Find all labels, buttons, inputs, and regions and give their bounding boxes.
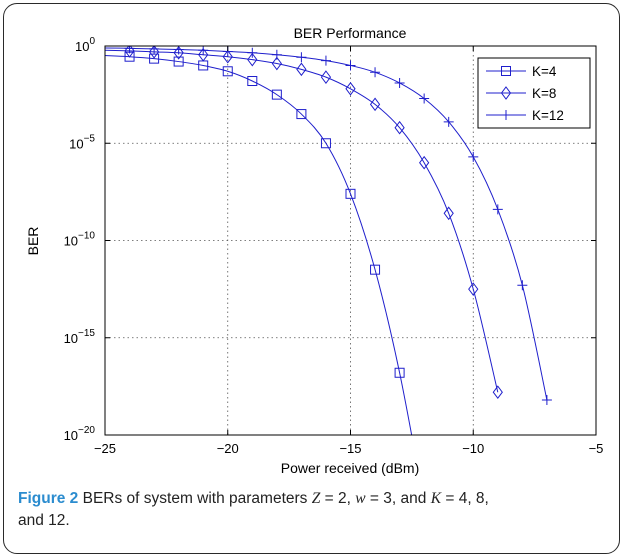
figure-caption: Figure 2 BERs of system with parameters … [18, 488, 613, 532]
data-point [320, 70, 332, 84]
data-point [296, 109, 307, 120]
data-point [369, 97, 381, 112]
data-point [443, 116, 454, 127]
data-point [370, 264, 381, 275]
data-point [296, 62, 307, 77]
data-point [517, 280, 528, 291]
data-point [394, 120, 405, 135]
y-axis-label: BER [25, 227, 41, 256]
data-point [247, 76, 258, 87]
series-k-4 [105, 51, 413, 435]
data-point [443, 206, 454, 221]
data-point [320, 55, 331, 66]
caption-text-2: and 12. [18, 512, 70, 529]
data-point [149, 46, 160, 54]
data-point [173, 56, 184, 67]
y-tick-label: 10−5 [69, 133, 95, 151]
x-tick-label: −15 [339, 441, 361, 456]
data-point [492, 385, 503, 400]
data-point [345, 188, 356, 199]
caption-eq-w: = 3, and [365, 490, 431, 507]
legend-marker [501, 110, 511, 120]
x-tick-label: −20 [217, 441, 239, 456]
data-point [541, 394, 552, 405]
y-tick-label: 100 [75, 36, 95, 54]
data-point [419, 155, 430, 170]
legend-marker [500, 86, 512, 100]
data-point [296, 52, 307, 63]
caption-var-w: w [355, 490, 366, 507]
x-ticks: −25 −20 −15 −10 −5 [94, 46, 603, 456]
data-point [345, 60, 356, 71]
grid-lines [105, 46, 596, 435]
caption-var-k: K [430, 490, 442, 507]
data-point [419, 93, 430, 104]
data-point [173, 46, 184, 60]
series-k-12 [105, 46, 552, 405]
caption-var-z: Z [311, 490, 321, 507]
data-point [468, 151, 479, 162]
ber-chart: −25 −20 −15 −10 −5 100 10−5 10−10 10−15 10−20 BE… [25, 25, 603, 476]
data-point [149, 53, 160, 64]
data-point [198, 46, 209, 56]
data-point [124, 46, 135, 54]
series-line [105, 49, 499, 393]
data-point [247, 47, 258, 58]
data-point [247, 52, 258, 67]
x-tick-label: −5 [589, 441, 604, 456]
legend-marker [501, 66, 511, 76]
data-point [320, 138, 331, 149]
y-tick-label: 10−15 [64, 328, 96, 346]
data-point [271, 56, 282, 71]
legend-label: K=8 [532, 86, 556, 101]
data-point [370, 67, 381, 78]
series-group [105, 46, 552, 435]
x-tick-label: −10 [462, 441, 484, 456]
legend: K=4 K=8 K=12 [477, 57, 591, 129]
chart-title: BER Performance [294, 25, 407, 41]
data-point [271, 89, 282, 100]
data-point [468, 282, 479, 296]
legend-label: K=4 [532, 64, 557, 79]
data-point [394, 77, 405, 88]
caption-eq-z: = 2, [320, 490, 356, 507]
series-k-8 [105, 46, 503, 400]
legend-label: K=12 [532, 108, 564, 123]
y-ticks: 100 10−5 10−10 10−15 10−20 [64, 36, 596, 443]
data-point [222, 66, 233, 77]
figure-label: Figure 2 [18, 490, 79, 507]
data-point [222, 49, 233, 64]
caption-eq-k: = 4, 8, [441, 490, 489, 507]
data-point [198, 47, 209, 62]
series-line [105, 55, 413, 435]
data-point [394, 367, 405, 378]
data-point [492, 204, 503, 215]
x-axis-label: Power received (dBm) [281, 460, 420, 476]
caption-text-1: BERs of system with parameters [78, 490, 312, 507]
data-point [271, 49, 282, 60]
y-tick-label: 10−10 [64, 231, 96, 249]
y-tick-label: 10−20 [64, 425, 96, 443]
data-point [148, 46, 160, 59]
data-point [345, 81, 356, 96]
x-tick-label: −25 [94, 441, 116, 456]
